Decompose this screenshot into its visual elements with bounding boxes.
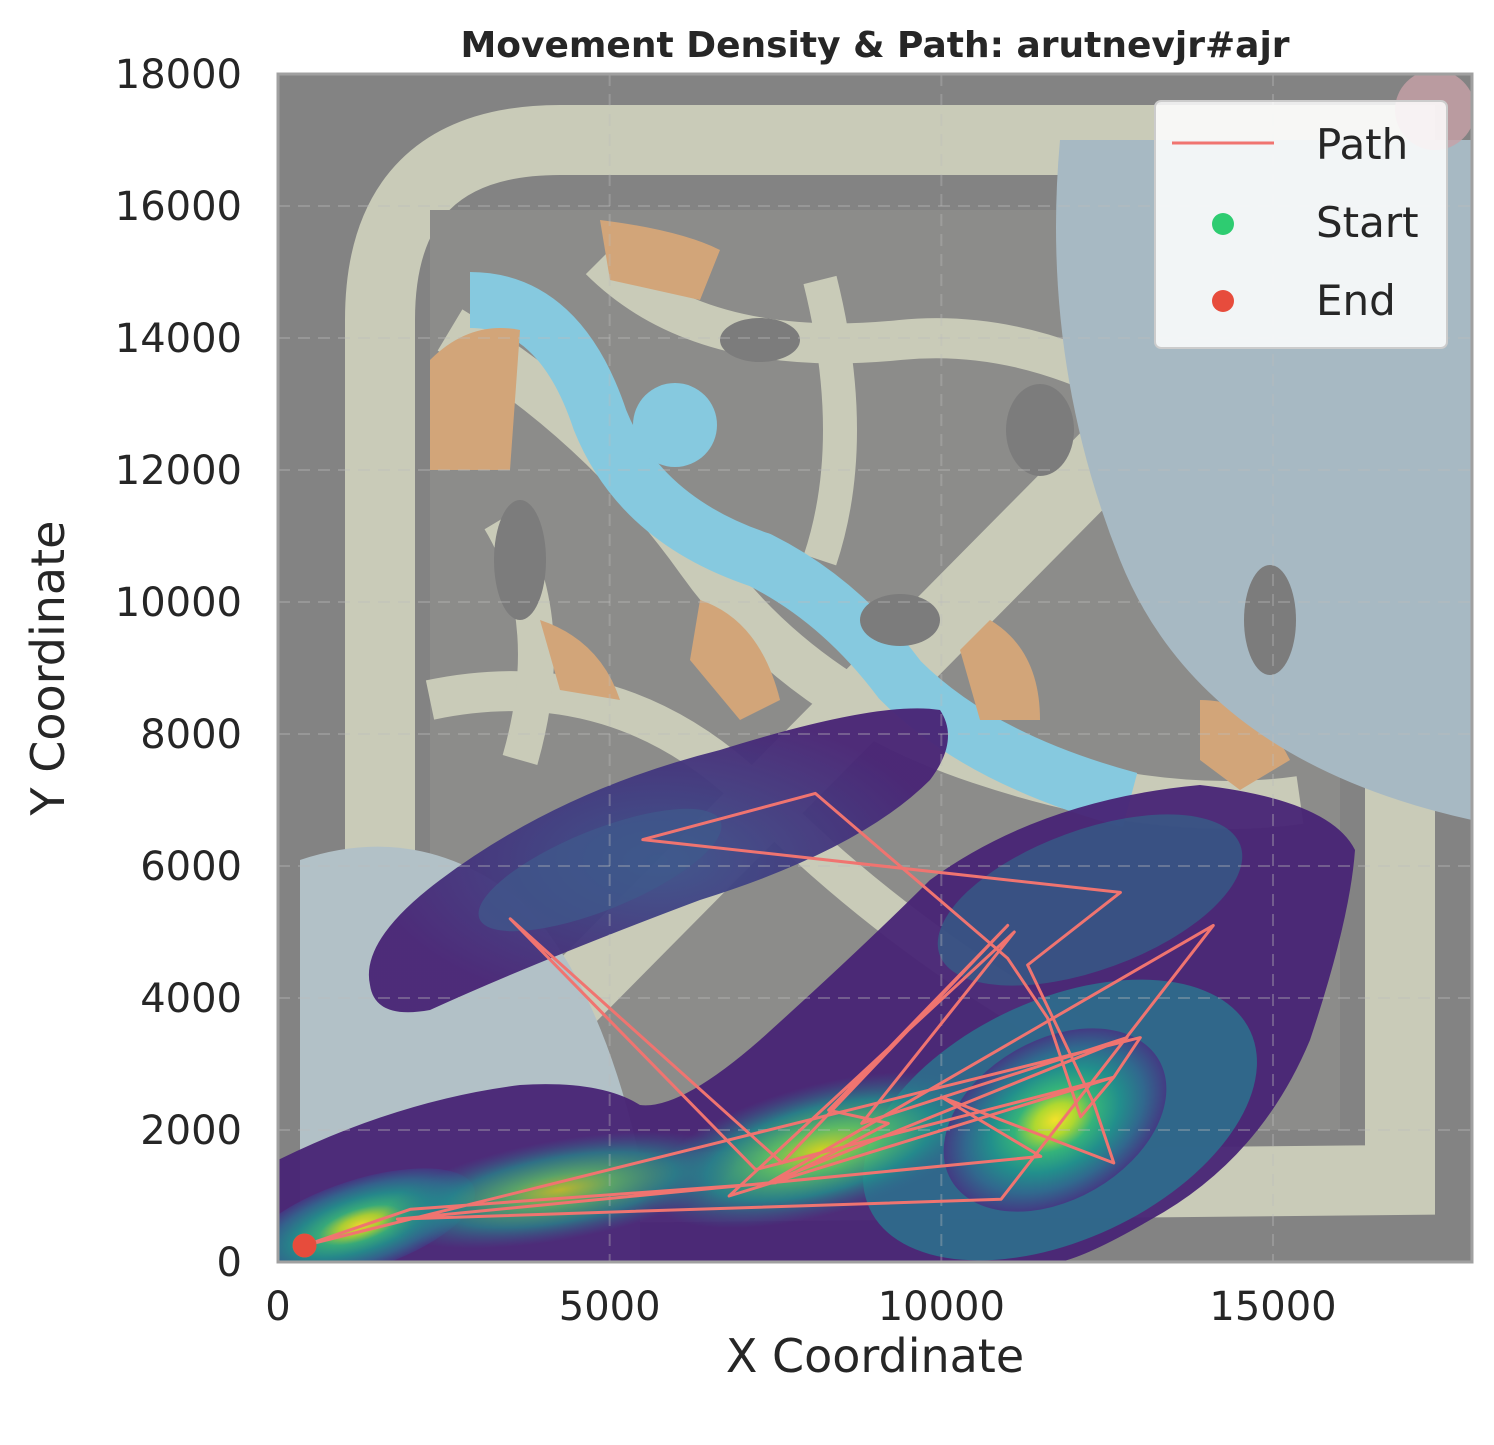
legend-end-marker bbox=[1212, 290, 1234, 312]
legend-path-label: Path bbox=[1316, 120, 1408, 169]
y-tick-label: 2000 bbox=[140, 1108, 242, 1154]
y-tick-label: 14000 bbox=[115, 316, 242, 362]
y-tick-label: 0 bbox=[217, 1240, 242, 1286]
x-axis-ticks: 0 5000 10000 15000 bbox=[265, 1284, 1336, 1330]
legend: Path Start End bbox=[1154, 100, 1448, 349]
y-tick-label: 10000 bbox=[115, 580, 242, 626]
x-tick-label: 0 bbox=[265, 1284, 290, 1330]
x-tick-label: 10000 bbox=[878, 1284, 1005, 1330]
x-axis-label: X Coordinate bbox=[726, 1329, 1024, 1383]
legend-start-marker bbox=[1212, 213, 1234, 235]
y-axis-label: Y Coordinate bbox=[21, 521, 75, 817]
x-tick-label: 15000 bbox=[1209, 1284, 1336, 1330]
y-tick-label: 16000 bbox=[115, 184, 242, 230]
y-tick-label: 12000 bbox=[115, 448, 242, 494]
legend-start-label: Start bbox=[1316, 198, 1419, 247]
y-tick-label: 4000 bbox=[140, 976, 242, 1022]
y-tick-label: 18000 bbox=[115, 52, 242, 98]
legend-box bbox=[1154, 100, 1448, 349]
y-axis-ticks: 0 2000 4000 6000 8000 10000 12000 14000 16000 180… bbox=[115, 52, 242, 1286]
series-layer bbox=[292, 791, 1215, 1258]
legend-end-label: End bbox=[1316, 276, 1396, 325]
y-tick-label: 6000 bbox=[140, 844, 242, 890]
plot-frame bbox=[276, 72, 1474, 1264]
grid-lines bbox=[278, 74, 1472, 1262]
y-tick-label: 8000 bbox=[140, 712, 242, 758]
x-tick-label: 5000 bbox=[559, 1284, 661, 1330]
chart-title: Movement Density & Path: arutnevjr#ajr bbox=[460, 25, 1289, 66]
path-line bbox=[304, 791, 1215, 1247]
end-marker bbox=[292, 1233, 317, 1258]
